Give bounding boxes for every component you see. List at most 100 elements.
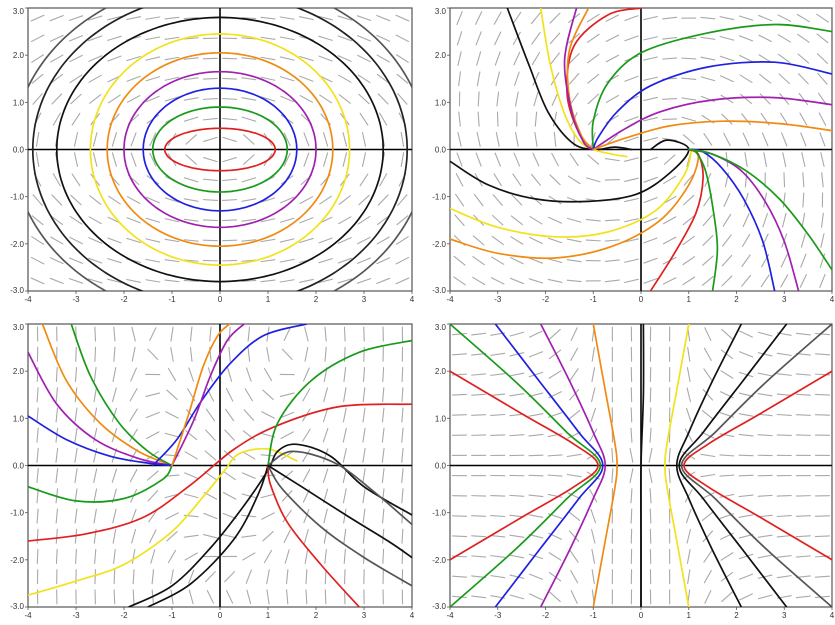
slope-segment [164,493,180,499]
slope-segment [723,193,731,207]
slope-segment [324,346,327,362]
trajectories [28,324,412,607]
slope-segment [702,235,714,246]
slope-segment [475,11,483,25]
slope-segment [529,593,543,601]
slope-segment [204,571,216,583]
slope-segment [494,51,501,66]
slope-segment [304,326,309,342]
slope-segment [455,173,464,187]
slope-segment [381,468,385,484]
slope-segment [802,172,805,188]
trajectory-line [267,464,361,607]
slope-segment [528,371,544,378]
slope-segment [682,256,696,266]
slope-segment [757,372,773,377]
slope-segment [94,548,97,564]
slope-segment [324,569,327,585]
slope-segment [30,14,45,22]
slope-segment [358,194,370,206]
slope-segment [279,279,295,283]
x-tick-label: -4 [446,295,454,304]
y-tick-label: 2.0 [13,51,25,60]
trajectory-line [591,23,832,151]
slope-segment [703,368,713,381]
slope-segment [529,216,543,225]
slope-segment [452,332,468,336]
slope-segment [342,468,347,484]
slope-segment [356,257,372,264]
y-tick-label: -3.0 [10,286,24,295]
slope-segment [183,493,199,499]
slope-segment [548,349,562,360]
slope-segment [71,112,81,126]
slope-segment [702,388,714,401]
slope-segment [69,54,83,63]
slope-segment [145,36,161,41]
slope-segment [549,12,561,24]
slope-segment [739,54,753,63]
slope-segment [509,352,525,357]
slope-segment [131,528,137,544]
slope-segment [322,407,329,423]
phase-portrait-panel: -4 -3 -2 -1 0 1 2 3 4 3.0 2.0 1.0 0.0 -1.0 -2.0 -3.0 [10,7,415,304]
slope-segment [108,195,121,205]
slope-segment [532,71,540,86]
slope-segment [362,407,366,423]
slope-segment [702,255,714,266]
slope-segment [242,451,256,460]
slope-segment [757,352,773,357]
slope-segment [685,508,692,524]
slope-segment [167,549,177,564]
slope-segment [686,387,691,403]
slope-segment [490,413,506,416]
slope-segment [552,111,558,127]
slope-segment [164,279,180,283]
slope-segment [662,57,678,60]
slope-segment [400,131,405,147]
slope-segment [549,591,561,603]
slope-segment [51,194,63,206]
slope-segment [683,194,695,206]
slope-segment [453,276,466,286]
slope-segment [548,571,562,582]
slope-segment [738,474,754,477]
slope-segment [342,488,347,504]
phase-portrait-panel: -4 -3 -2 -1 0 1 2 3 4 3.0 2.0 1.0 0.0 -1.0 -2.0 -3.0 [432,323,835,620]
slope-segment [798,92,809,106]
slope-segment [337,35,352,42]
slope-segment [202,77,218,80]
slope-segment [132,589,135,605]
x-tick-label: 2 [314,611,319,620]
slope-segment [362,427,366,443]
slope-segment [284,549,290,564]
slope-segment [279,36,295,41]
slope-segment [113,569,116,585]
slope-segment [401,427,404,443]
slope-segment [222,117,238,121]
slope-segment [164,96,180,102]
slope-segment [52,173,61,187]
slope-segment [299,55,314,62]
slope-segment [148,509,158,523]
slope-segment [36,407,39,423]
trajectory-line [31,8,409,291]
slope-segment [551,92,559,106]
slope-segment [585,219,601,222]
slope-segment [304,549,309,564]
slope-segment [51,93,63,105]
slope-segment [69,215,83,225]
slope-segment [129,428,138,442]
trajectories [28,8,412,291]
slope-segment [739,330,753,338]
slope-segment [241,116,257,122]
slope-segment [279,238,295,243]
slope-segment [266,346,270,362]
slope-segment [113,326,116,342]
slope-segment [719,474,735,477]
trajectory-line [639,324,645,607]
slope-segment [395,34,410,43]
trajectory-line [151,324,308,467]
slope-segment [338,74,352,83]
trajectory-line [506,8,633,151]
